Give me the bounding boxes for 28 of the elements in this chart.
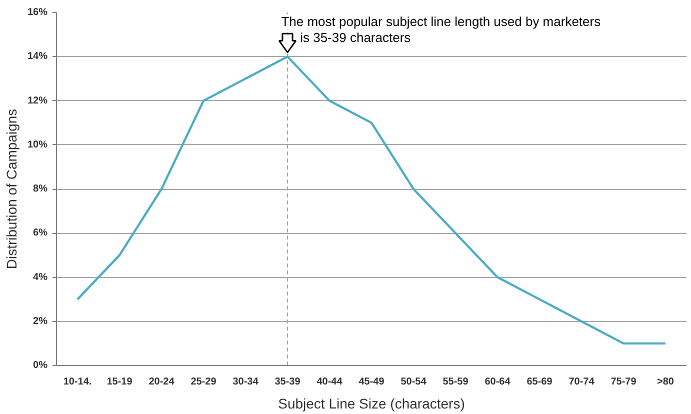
x-tick-label: 35-39 [274, 376, 301, 388]
y-tick-label: 10% [27, 139, 48, 150]
annotation: The most popular subject line length used by marketers is 35-39 characters [281, 14, 602, 45]
x-tick-label: 40-44 [316, 376, 343, 388]
y-tick-label: 8% [33, 184, 48, 194]
x-tick-label: 20-24 [148, 376, 175, 388]
x-tick-label: 30-34 [232, 376, 259, 388]
x-tick-label: 15-19 [106, 376, 133, 388]
y-tick-label: 0% [33, 360, 48, 371]
x-axis-title: Subject Line Size (characters) [278, 396, 465, 412]
y-tick-label: 2% [33, 316, 48, 327]
x-tick-label: 60-64 [484, 376, 511, 388]
x-tick-label: >80 [657, 376, 674, 388]
x-tick-label: 65-69 [526, 376, 553, 388]
line-series [76, 56, 667, 345]
x-tick-label: 50-54 [400, 376, 427, 388]
x-tick-label: 70-74 [568, 376, 595, 388]
x-tick-label: 75-79 [610, 376, 637, 388]
x-tick-label: 10-14. [63, 376, 92, 388]
y-axis-title: Distribution of Campaigns [3, 108, 20, 270]
y-tick-label: 4% [33, 272, 48, 283]
x-tick-label: 55-59 [442, 376, 469, 388]
y-tick-label: 14% [27, 51, 48, 62]
x-tick-label: 25-29 [190, 376, 217, 388]
y-tick-label: 6% [33, 228, 48, 239]
y-tick-label: 16% [27, 7, 48, 18]
y-tick-label: 12% [27, 95, 48, 106]
x-tick-label: 45-49 [358, 376, 385, 388]
